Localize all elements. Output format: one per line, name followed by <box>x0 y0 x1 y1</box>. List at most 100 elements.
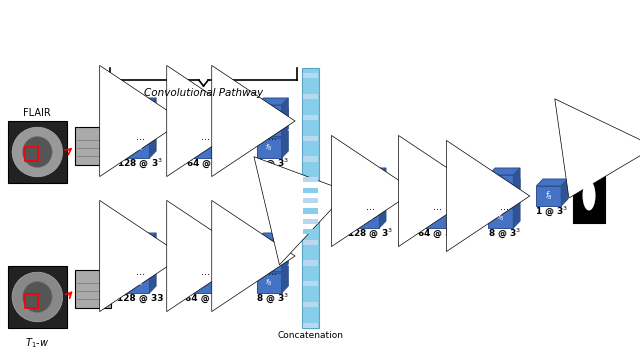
Polygon shape <box>214 98 221 125</box>
Polygon shape <box>189 273 214 293</box>
Bar <box>303 136 318 141</box>
Bar <box>303 84 318 89</box>
Text: $f_2$: $f_2$ <box>266 121 273 131</box>
Polygon shape <box>257 266 288 273</box>
Polygon shape <box>189 240 214 260</box>
Text: ...: ... <box>365 202 374 212</box>
Text: ...: ... <box>234 118 243 128</box>
Polygon shape <box>189 233 221 240</box>
Polygon shape <box>189 116 214 136</box>
Text: $f_8$: $f_8$ <box>497 213 504 223</box>
Text: ...: ... <box>500 202 509 212</box>
Ellipse shape <box>12 127 63 177</box>
Polygon shape <box>355 175 380 195</box>
Polygon shape <box>446 168 453 195</box>
Ellipse shape <box>12 272 63 322</box>
Text: 8 @ 3$^3$: 8 @ 3$^3$ <box>256 291 289 305</box>
Polygon shape <box>214 244 221 271</box>
Polygon shape <box>355 201 386 208</box>
Text: $f_1$: $f_1$ <box>133 110 141 120</box>
Polygon shape <box>189 131 221 138</box>
Text: $f_2$: $f_2$ <box>198 256 205 266</box>
Text: $f_1$: $f_1$ <box>133 245 141 255</box>
Polygon shape <box>257 116 282 136</box>
Bar <box>303 260 318 266</box>
Text: ...: ... <box>168 253 177 263</box>
Text: $f_1$: $f_1$ <box>198 110 205 120</box>
Text: $f_1$: $f_1$ <box>198 245 205 255</box>
Text: ...: ... <box>136 267 145 277</box>
Text: $f_1$: $f_1$ <box>497 180 504 190</box>
Text: $f_{128}$: $f_{128}$ <box>360 213 374 223</box>
Polygon shape <box>446 201 453 228</box>
Polygon shape <box>125 266 156 273</box>
Bar <box>8 121 67 183</box>
Polygon shape <box>189 244 221 251</box>
Text: $f_2$: $f_2$ <box>133 121 141 131</box>
Bar <box>303 250 318 255</box>
Polygon shape <box>149 131 156 158</box>
Polygon shape <box>421 186 446 206</box>
Text: $f_2$: $f_2$ <box>198 121 205 131</box>
Text: ...: ... <box>168 118 177 128</box>
Ellipse shape <box>582 180 595 211</box>
Bar <box>303 115 318 120</box>
Polygon shape <box>536 179 568 186</box>
Bar <box>8 266 67 328</box>
Polygon shape <box>125 116 149 136</box>
Polygon shape <box>282 266 288 293</box>
Text: $f_1$: $f_1$ <box>364 180 371 190</box>
Text: $f_{64}$: $f_{64}$ <box>429 213 439 223</box>
Polygon shape <box>214 109 221 136</box>
Polygon shape <box>282 131 288 158</box>
Text: $f_1$: $f_1$ <box>266 110 273 120</box>
Text: $f_2$: $f_2$ <box>430 191 437 201</box>
Text: $f_1$: $f_1$ <box>430 180 437 190</box>
Polygon shape <box>189 109 221 116</box>
Text: ...: ... <box>399 188 408 198</box>
Text: $f_2$: $f_2$ <box>133 256 141 266</box>
Text: ...: ... <box>201 267 210 277</box>
Bar <box>303 302 318 307</box>
Polygon shape <box>149 109 156 136</box>
Polygon shape <box>189 251 214 271</box>
Text: ...: ... <box>268 267 277 277</box>
Text: $f_{64}$: $f_{64}$ <box>197 143 207 153</box>
Bar <box>303 188 318 193</box>
Text: 1 @ 3$^3$: 1 @ 3$^3$ <box>536 204 569 218</box>
Bar <box>303 292 318 297</box>
Polygon shape <box>257 138 282 158</box>
Polygon shape <box>257 105 282 125</box>
Text: $f_2$: $f_2$ <box>266 256 273 266</box>
Polygon shape <box>380 168 386 195</box>
Bar <box>303 240 318 245</box>
Polygon shape <box>513 168 520 195</box>
Polygon shape <box>257 233 288 240</box>
Polygon shape <box>214 266 221 293</box>
Polygon shape <box>125 109 156 116</box>
Bar <box>303 73 318 78</box>
Text: ...: ... <box>234 253 243 263</box>
Polygon shape <box>257 98 288 105</box>
Bar <box>303 146 318 151</box>
Polygon shape <box>488 186 513 206</box>
Polygon shape <box>125 273 149 293</box>
Polygon shape <box>380 179 386 206</box>
Polygon shape <box>125 251 149 271</box>
Text: ...: ... <box>433 202 442 212</box>
Bar <box>25 294 38 308</box>
Bar <box>303 125 318 130</box>
Text: 128 @ 33: 128 @ 33 <box>117 294 164 303</box>
Polygon shape <box>446 179 453 206</box>
Text: $f_2$: $f_2$ <box>364 191 371 201</box>
Polygon shape <box>513 201 520 228</box>
Bar <box>303 208 318 214</box>
Text: $f_{64}$: $f_{64}$ <box>197 278 207 288</box>
Text: ...: ... <box>136 132 145 142</box>
Text: $f_1$: $f_1$ <box>266 245 273 255</box>
Polygon shape <box>125 98 156 105</box>
Polygon shape <box>257 273 282 293</box>
Bar <box>303 177 318 182</box>
Polygon shape <box>189 266 221 273</box>
Text: 64 @ 5$^3$: 64 @ 5$^3$ <box>417 227 457 240</box>
